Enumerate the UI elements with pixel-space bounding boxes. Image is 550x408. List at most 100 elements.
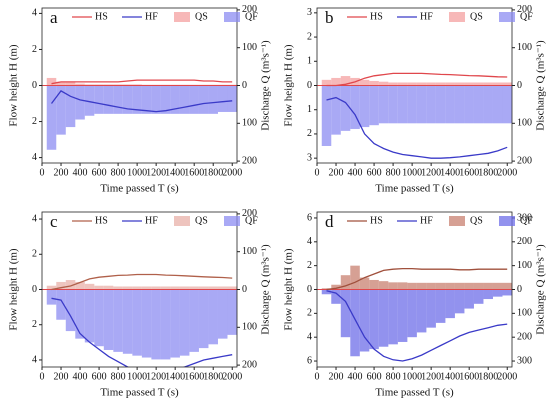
y2-tick-label: 300 [517, 355, 532, 366]
legend-patch [499, 216, 515, 226]
y2-tick-label: 300 [517, 212, 532, 223]
bar [464, 85, 474, 124]
bar [445, 85, 455, 124]
x-tick-label: 2000 [497, 167, 517, 178]
bar [217, 85, 228, 112]
x-tick-label: 1800 [478, 167, 498, 178]
bar [473, 82, 484, 86]
bar [198, 286, 209, 290]
bar [416, 282, 427, 290]
bar [65, 85, 76, 128]
y2-axis-label: Discharge Q (m³s⁻¹) [535, 244, 547, 335]
y-tick-label: 2 [307, 31, 312, 42]
bar [340, 85, 351, 131]
y2-tick-label: 100 [242, 42, 257, 53]
x-tick-label: 400 [348, 371, 363, 382]
legend-patch [449, 12, 465, 22]
bar [407, 85, 417, 124]
bar [84, 85, 95, 116]
bar [331, 77, 341, 86]
bar [445, 82, 455, 86]
y-tick-label: 2 [307, 260, 312, 271]
bar [94, 289, 104, 347]
bar [122, 84, 133, 86]
x-axis-label: Time passed T (s) [100, 183, 179, 195]
bar [359, 277, 370, 290]
x-tick-label: 1800 [478, 371, 498, 382]
y2-tick-label: 0 [517, 284, 522, 295]
y-tick-label: 0 [32, 80, 37, 91]
y2-tick-label: 100 [517, 42, 532, 53]
bar [56, 289, 66, 320]
x-tick-label: 1600 [459, 167, 479, 178]
line [51, 273, 233, 291]
y-tick-label: 6 [307, 355, 312, 366]
bar [56, 85, 66, 135]
bar [464, 289, 474, 309]
bar [227, 85, 237, 112]
y-tick-label: 4 [32, 8, 37, 19]
x-tick-label: 1200 [421, 371, 441, 382]
y2-axis-label: Discharge Q (m³s⁻¹) [535, 40, 547, 131]
panel-letter: d [325, 212, 334, 231]
y-tick-label: 1 [307, 104, 312, 115]
bar [397, 289, 408, 342]
y2-tick-label: 0 [242, 80, 247, 91]
bar [350, 85, 360, 129]
bar [132, 289, 142, 356]
x-tick-label: 200 [329, 371, 344, 382]
bar [94, 84, 104, 86]
y2-tick-label: 100 [517, 118, 532, 129]
y-axis-label: Flow height H (m) [8, 44, 20, 127]
legend-label: HS [95, 11, 108, 22]
bar [103, 285, 114, 290]
x-axis-label: Time passed T (s) [375, 183, 454, 195]
bar [113, 84, 123, 86]
bar [103, 84, 114, 86]
y2-tick-label: 200 [517, 331, 532, 342]
y-tick-label: 4 [32, 152, 37, 163]
line [51, 297, 233, 367]
y-tick-label: 4 [32, 213, 37, 224]
line [326, 96, 508, 159]
bar [75, 83, 85, 86]
bar [426, 282, 436, 290]
bar [426, 289, 436, 328]
bar [388, 82, 398, 86]
bar [56, 81, 66, 86]
x-tick-label: 2000 [497, 371, 517, 382]
legend-patch [174, 216, 190, 226]
bar [378, 85, 389, 124]
bar [103, 85, 114, 114]
bar [369, 80, 379, 86]
y2-tick-label: 0 [242, 284, 247, 295]
bar [331, 284, 341, 290]
bar [46, 289, 57, 305]
bar [198, 289, 209, 349]
y-tick-label: 4 [307, 331, 312, 342]
y-tick-label: 2 [32, 319, 37, 330]
legend-label: QF [245, 11, 258, 22]
bar [208, 286, 218, 290]
legend-label: HF [145, 11, 158, 22]
bar [350, 265, 360, 290]
bar [56, 281, 66, 290]
bar [75, 85, 85, 120]
bar [331, 85, 341, 135]
bar [340, 275, 351, 290]
bar [113, 289, 123, 352]
legend-label: HS [370, 215, 383, 226]
bar [426, 85, 436, 124]
bar [426, 82, 436, 86]
x-tick-label: 1200 [146, 167, 166, 178]
bar [407, 82, 417, 86]
x-tick-label: 0 [40, 371, 45, 382]
y-tick-label: 4 [307, 236, 312, 247]
bar [454, 289, 465, 314]
bar [141, 289, 152, 358]
bar [84, 289, 95, 343]
y2-tick-label: 200 [517, 4, 532, 15]
y-tick-label: 6 [307, 212, 312, 223]
bar [75, 289, 85, 339]
bar [170, 286, 180, 290]
